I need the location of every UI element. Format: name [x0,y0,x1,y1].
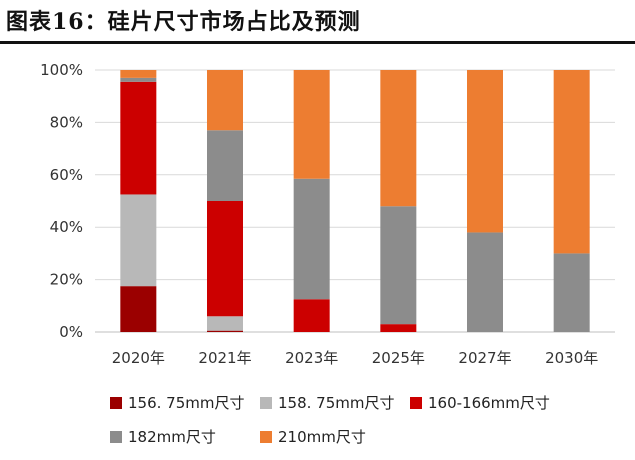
bar-segment [293,299,330,332]
title-rule [0,41,635,44]
legend-label: 210mm尺寸 [278,428,366,446]
legend-swatch [110,396,122,409]
bar-segment [380,206,417,325]
y-tick-label: 100% [40,61,83,79]
bar-segment [207,330,243,332]
bar-segment [553,70,590,254]
x-tick-label: 2020年 [112,349,165,367]
bar-segment [120,194,157,287]
legend-swatch [410,396,422,409]
figure-title: 图表16：硅片尺寸市场占比及预测 [6,9,361,35]
y-tick-label: 40% [50,218,83,236]
bar-segment [207,316,243,331]
bar-segment [380,324,417,332]
legend-item: 210mm尺寸 [260,426,366,447]
legend-label: 156. 75mm尺寸 [128,394,245,412]
bar-segment [120,70,157,78]
bar-segment [207,201,243,317]
x-tick-label: 2030年 [545,349,598,367]
bar-segment [293,178,330,300]
y-tick-label: 0% [59,323,83,341]
stacked-bar-chart: 0% 20% 40% 60% 80% 100% 2020年 2021年 2023年 2025年 20… [40,61,615,367]
bar-segment [553,253,590,332]
legend-swatch [260,430,272,443]
legend-item: 182mm尺寸 [110,426,216,447]
legend-swatch [260,396,272,409]
bar-segment [380,70,417,207]
legend-label: 182mm尺寸 [128,428,216,446]
bar-segment [120,286,157,332]
bar-segment [293,70,330,179]
x-tick-label: 2027年 [458,349,511,367]
legend-label: 158. 75mm尺寸 [278,394,395,412]
legend-label: 160-166mm尺寸 [428,394,550,412]
legend-swatch [110,430,122,443]
legend-item: 160-166mm尺寸 [410,392,550,413]
y-tick-label: 80% [50,113,83,131]
bar-segment [207,130,243,201]
legend-item: 156. 75mm尺寸 [110,392,244,413]
bar-segment [120,81,157,195]
x-tick-label: 2023年 [285,349,338,367]
y-tick-label: 20% [50,271,83,289]
x-tick-label: 2021年 [198,349,251,367]
legend-item: 158. 75mm尺寸 [260,392,394,413]
bar-segment [207,70,243,131]
bar-segment [120,77,157,82]
x-tick-label: 2025年 [372,349,425,367]
y-tick-label: 60% [50,166,83,184]
bar-segment [467,232,503,332]
bar-segment [467,70,503,233]
